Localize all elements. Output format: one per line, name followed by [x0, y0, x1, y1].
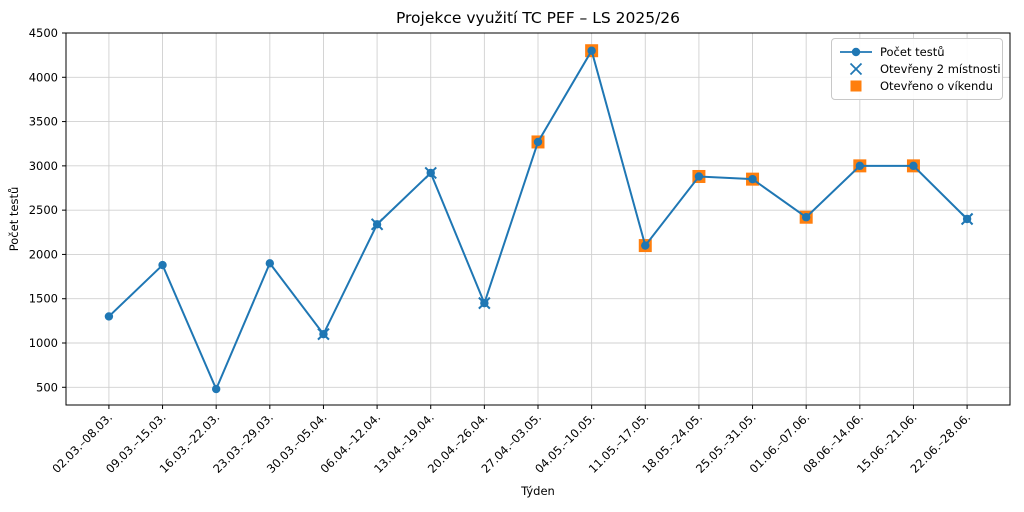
chart-title: Projekce využití TC PEF – LS 2025/26	[395, 9, 681, 27]
square-marker-icon	[850, 80, 862, 92]
x-marker-icon	[849, 62, 863, 76]
legend-label-tests: Počet testů	[880, 44, 945, 59]
tests-point-markers	[104, 46, 972, 394]
svg-text:2500: 2500	[29, 203, 58, 217]
legend-label-weekend: Otevřeno o víkendu	[880, 79, 993, 94]
svg-text:3500: 3500	[29, 115, 58, 129]
svg-text:4000: 4000	[29, 70, 58, 84]
svg-text:1500: 1500	[29, 292, 58, 306]
x-axis-ticks: 02.03.–08.03.09.03.–15.03.16.03.–22.03.2…	[49, 405, 973, 476]
legend-item-tests: Počet testů	[838, 43, 996, 60]
y-axis-ticks: 500 1000 1500 2000 2500 3000 3500 4000 4500	[29, 26, 66, 394]
x-axis-label: Týden	[521, 484, 555, 498]
legend: Počet testů Otevřeny 2 místnosti Otevřen…	[831, 38, 1003, 100]
line-circle-marker-icon	[840, 47, 872, 56]
legend-label-two-rooms: Otevřeny 2 místnosti	[880, 61, 1001, 76]
legend-item-two-rooms: Otevřeny 2 místnosti	[838, 60, 1001, 77]
legend-item-weekend: Otevřeno o víkendu	[838, 78, 996, 95]
y-axis-label: Počet testů	[7, 186, 21, 252]
svg-text:4500: 4500	[29, 26, 58, 40]
svg-text:1000: 1000	[29, 336, 58, 350]
svg-text:500: 500	[36, 380, 58, 394]
svg-text:3000: 3000	[29, 159, 58, 173]
svg-text:2000: 2000	[29, 247, 58, 261]
